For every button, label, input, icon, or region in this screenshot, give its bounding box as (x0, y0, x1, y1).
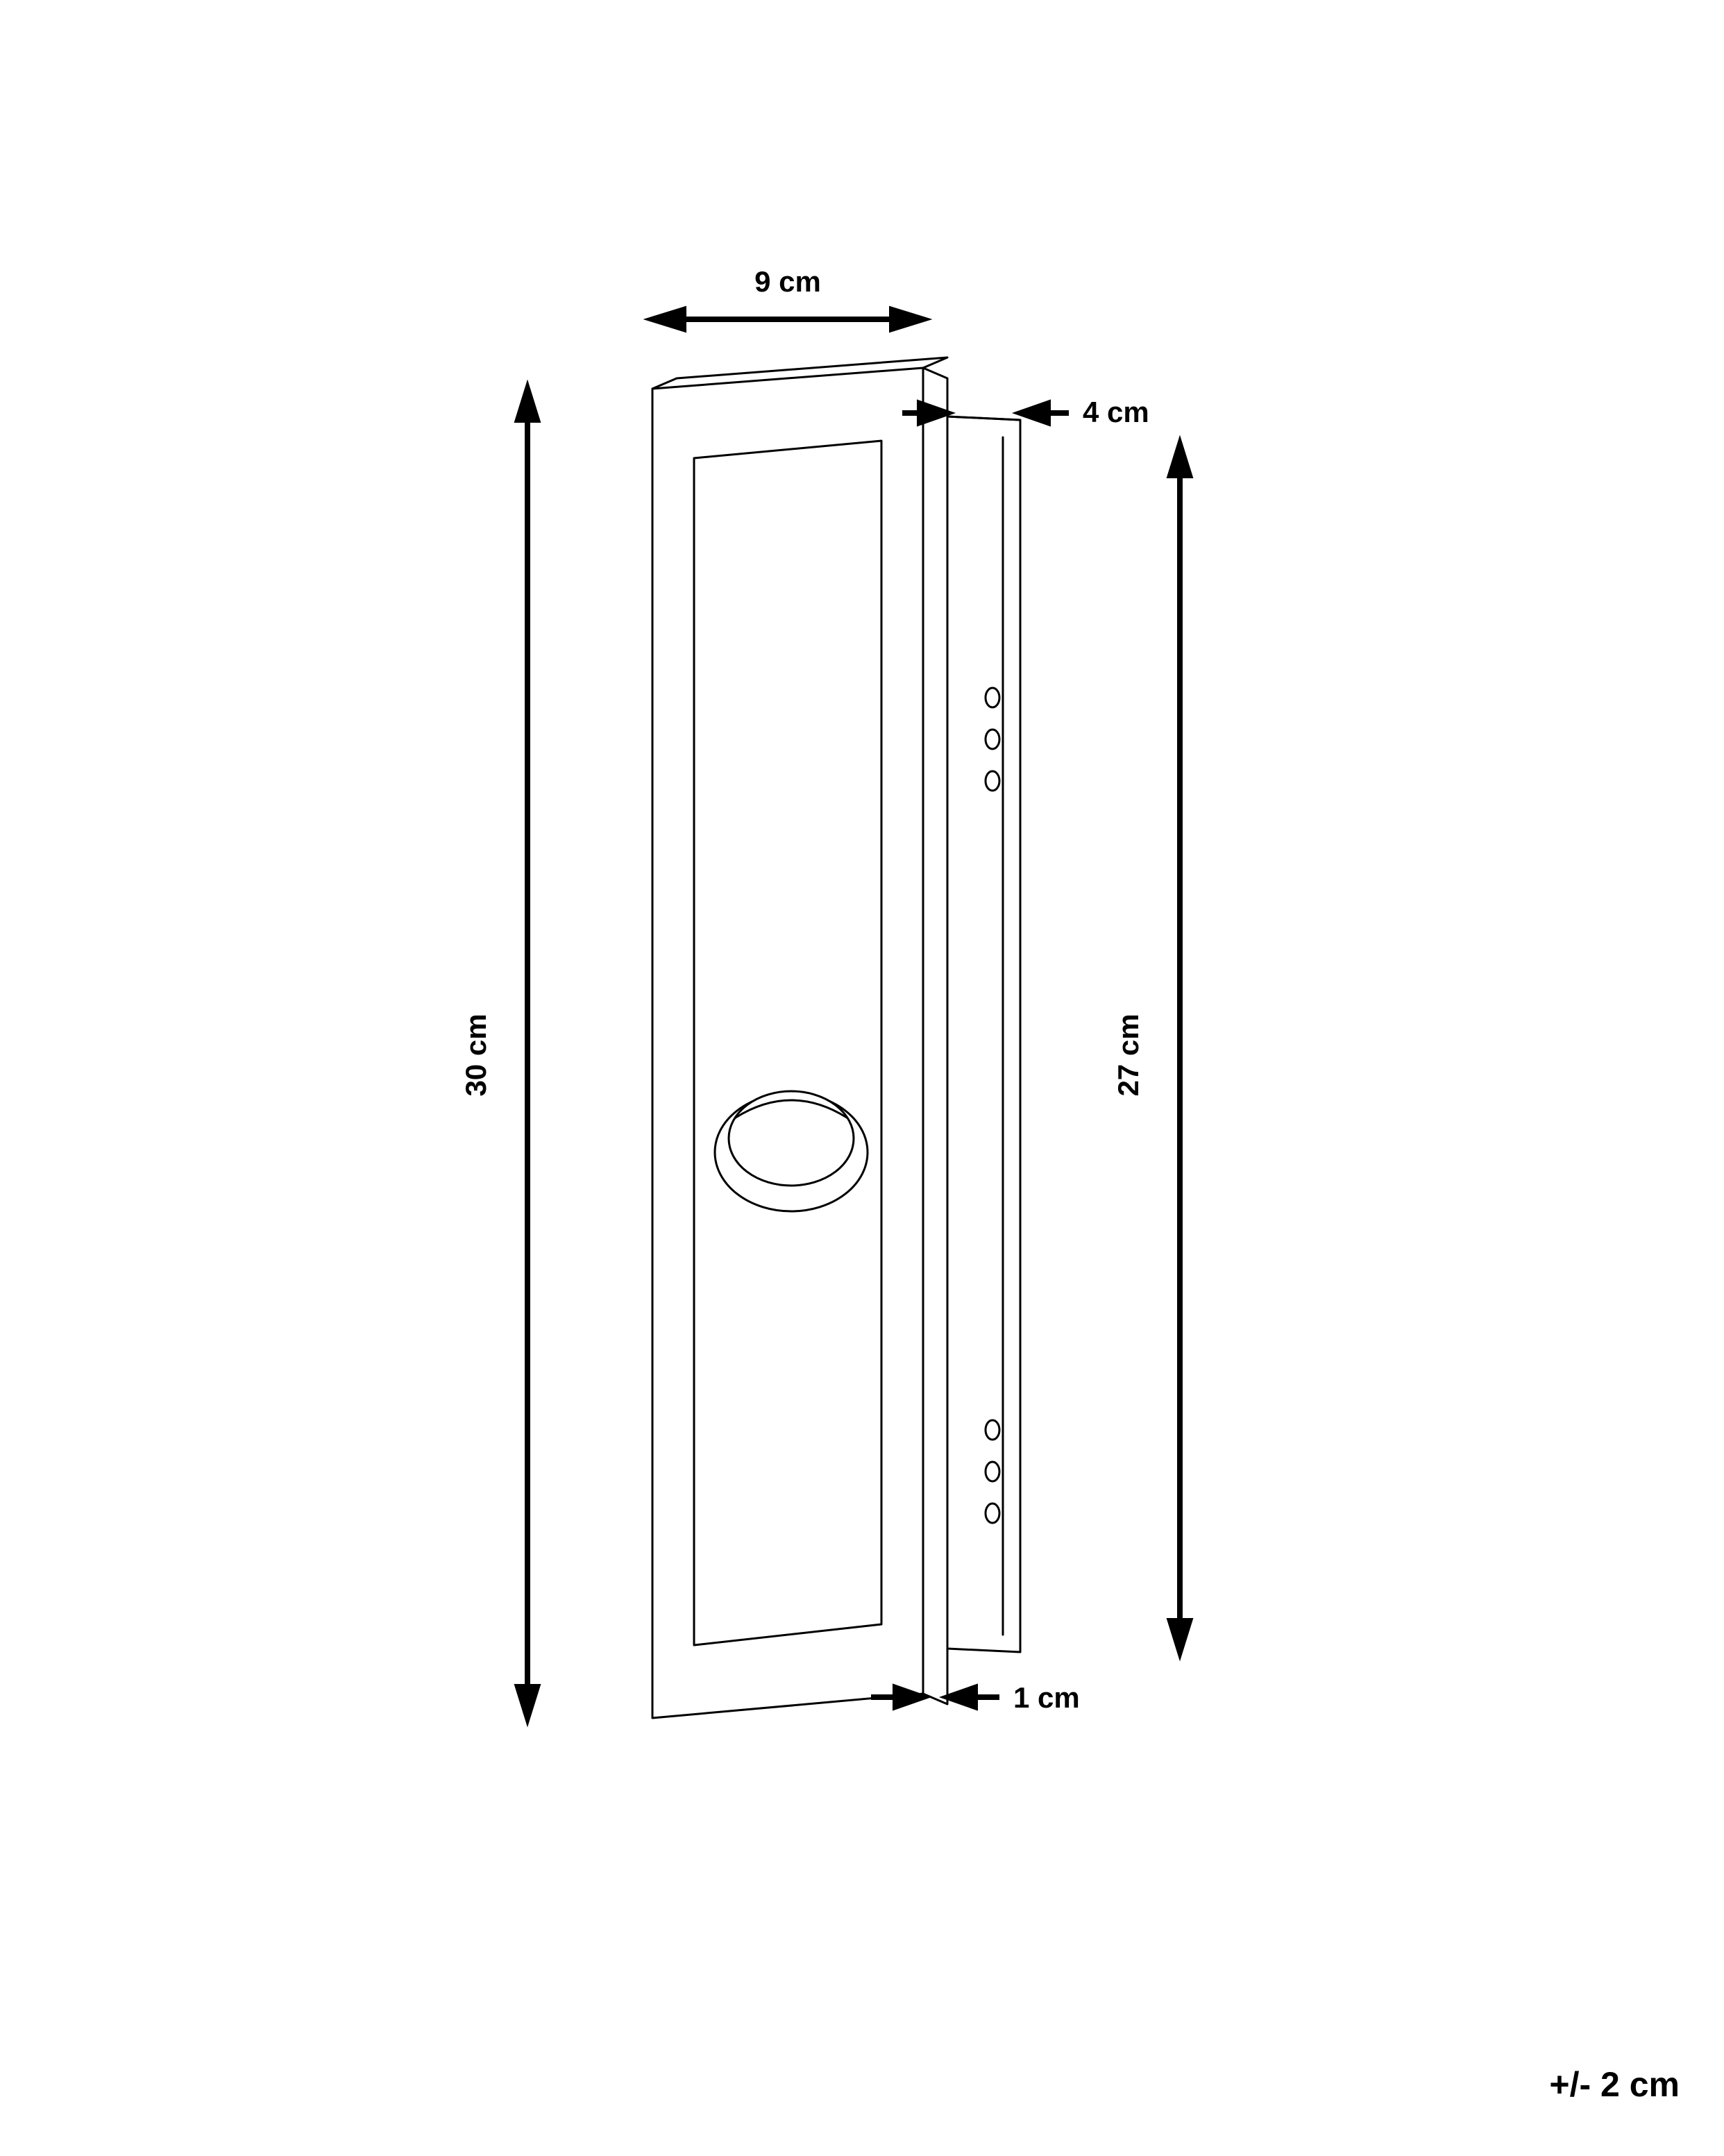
dim-arrow-door-thickness (871, 1687, 999, 1707)
knob-icon (715, 1091, 868, 1211)
tolerance-label: +/- 2 cm (1549, 2065, 1680, 2104)
dimension-diagram: | between x=940 and x=1330 at y≈460 --> … (0, 0, 1724, 2156)
dim-arrow-depth-top (902, 403, 1069, 423)
dim-arrow-width-top (652, 310, 923, 329)
cabinet-outline (652, 357, 1020, 1718)
dim-label-door-thickness: 1 cm (1013, 1681, 1080, 1714)
dim-arrow-height-left (518, 389, 537, 1718)
dim-label-width-top: 9 cm (754, 265, 821, 298)
dim-label-height-left: 30 cm (459, 1013, 492, 1096)
dim-label-height-right: 27 cm (1112, 1013, 1144, 1096)
dim-label-depth-top: 4 cm (1083, 396, 1149, 428)
dim-arrow-height-right (1170, 444, 1190, 1652)
